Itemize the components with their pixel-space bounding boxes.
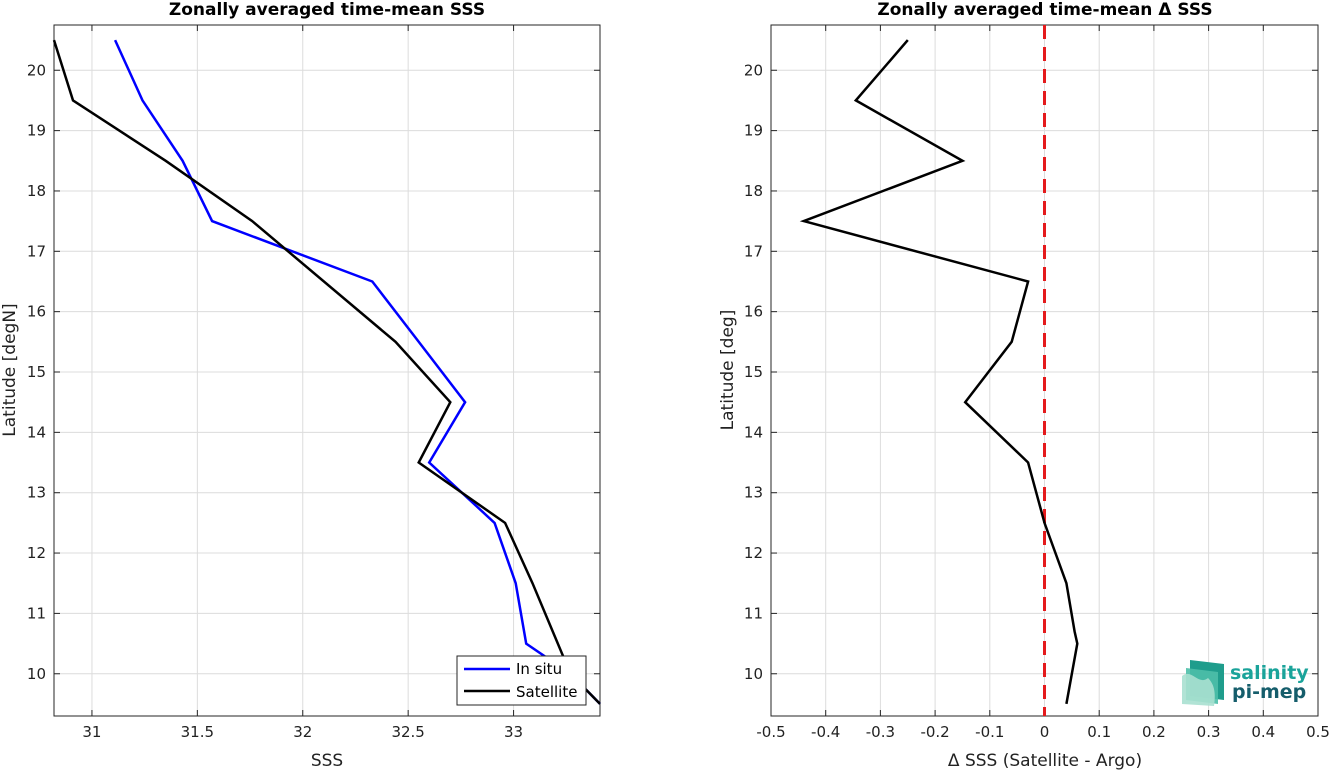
x-tick-label: -0.1 xyxy=(975,723,1004,741)
y-tick-label: 16 xyxy=(27,303,46,321)
x-tick-label: -0.3 xyxy=(866,723,895,741)
legend-label-insitu: In situ xyxy=(516,660,562,678)
y-tick-label: 18 xyxy=(744,182,763,200)
legend-box xyxy=(456,655,587,706)
left-y-axis-label: Latitude [degN] xyxy=(0,303,20,436)
y-tick-label: 13 xyxy=(27,484,46,502)
x-tick-label: 32 xyxy=(293,723,312,741)
left-panel: Zonally averaged time-mean SSS SSS Latit… xyxy=(0,0,601,770)
y-tick-label: 17 xyxy=(744,242,763,260)
series-line-in-situ xyxy=(113,39,601,705)
x-tick-label: 31.5 xyxy=(181,723,214,741)
x-tick-label: -0.5 xyxy=(756,723,785,741)
y-tick-label: 13 xyxy=(744,484,763,502)
x-tick-label: 0 xyxy=(1040,723,1050,741)
x-tick-label: 0.1 xyxy=(1087,723,1111,741)
y-tick-label: 20 xyxy=(744,61,763,79)
y-tick-label: 11 xyxy=(744,604,763,622)
y-tick-label: 16 xyxy=(744,303,763,321)
y-tick-label: 12 xyxy=(744,544,763,562)
x-tick-label: 0.3 xyxy=(1197,723,1221,741)
x-tick-label: -0.4 xyxy=(811,723,840,741)
y-tick-label: 10 xyxy=(27,665,46,683)
logo-text-salinity: salinity xyxy=(1230,662,1309,684)
series-line-satellite xyxy=(52,39,601,705)
x-tick-label: 0.2 xyxy=(1142,723,1166,741)
y-tick-label: 20 xyxy=(27,61,46,79)
left-chart-title: Zonally averaged time-mean SSS xyxy=(169,0,485,20)
y-tick-label: 17 xyxy=(27,242,46,260)
right-panel: Zonally averaged time-mean Δ SSS Δ SSS (… xyxy=(718,0,1330,770)
axes-box xyxy=(53,24,601,717)
y-tick-label: 14 xyxy=(744,423,763,441)
x-tick-label: 0.5 xyxy=(1306,723,1330,741)
x-tick-label: -0.2 xyxy=(920,723,949,741)
series-line-delta-sss xyxy=(799,39,1079,705)
y-tick-label: 18 xyxy=(27,182,46,200)
y-tick-label: 19 xyxy=(27,122,46,140)
salinity-pi-mep-logo: salinity pi-mep xyxy=(1182,660,1309,706)
y-tick-label: 11 xyxy=(27,604,46,622)
legend-label-satellite: Satellite xyxy=(516,683,577,701)
y-tick-label: 19 xyxy=(744,122,763,140)
y-tick-label: 15 xyxy=(27,363,46,381)
y-tick-label: 14 xyxy=(27,423,46,441)
x-tick-label: 33 xyxy=(504,723,523,741)
logo-wave-icon xyxy=(1182,660,1224,706)
legend: In situ Satellite xyxy=(456,655,587,706)
right-y-axis-label: Latitude [deg] xyxy=(718,310,738,431)
right-chart-title: Zonally averaged time-mean Δ SSS xyxy=(877,0,1212,20)
y-tick-label: 10 xyxy=(744,665,763,683)
right-x-axis-label: Δ SSS (Satellite - Argo) xyxy=(948,751,1142,770)
x-tick-label: 32.5 xyxy=(391,723,424,741)
left-x-axis-label: SSS xyxy=(311,751,343,770)
y-tick-label: 15 xyxy=(744,363,763,381)
x-tick-label: 31 xyxy=(82,723,101,741)
logo-text-pi-mep: pi-mep xyxy=(1232,681,1306,703)
y-tick-label: 12 xyxy=(27,544,46,562)
x-tick-label: 0.4 xyxy=(1251,723,1275,741)
